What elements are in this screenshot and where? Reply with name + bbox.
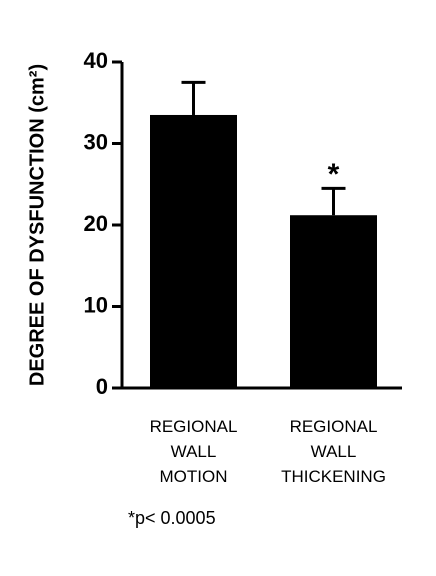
y-tick-label: 0	[96, 374, 108, 399]
bar	[290, 215, 377, 388]
x-tick-label: REGIONAL WALL THICKENING	[281, 417, 386, 486]
y-tick-label: 30	[84, 129, 108, 154]
footnote: *p< 0.0005	[128, 508, 216, 528]
y-tick-label: 10	[84, 292, 108, 317]
y-tick-label: 20	[84, 211, 108, 236]
y-tick-label: 40	[84, 48, 108, 73]
y-axis-label: DEGREE OF DYSFUNCTION (cm²)	[26, 64, 48, 386]
bar	[150, 114, 237, 388]
x-tick-label: REGIONAL WALL MOTION	[149, 417, 238, 486]
annotation: *	[328, 158, 340, 191]
